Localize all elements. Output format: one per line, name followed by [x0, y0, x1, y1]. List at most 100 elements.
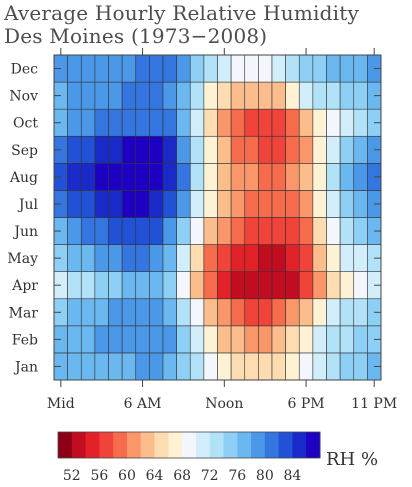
heatmap-cell [339, 271, 355, 300]
heatmap-cell [298, 190, 314, 218]
colorbar-swatch [71, 432, 87, 458]
heatmap-cell [80, 352, 96, 381]
heatmap-cell [271, 217, 286, 245]
colorbar-swatch [126, 432, 142, 458]
heatmap-cell [271, 81, 286, 110]
heatmap-cell [189, 244, 205, 272]
y-tick-label: Jun [12, 224, 38, 240]
heatmap-cell [285, 271, 300, 300]
heatmap-cell [217, 135, 232, 164]
heatmap-cell [203, 190, 218, 218]
heatmap-cell [108, 325, 123, 354]
heatmap-cell [312, 54, 327, 83]
heatmap-cell [230, 135, 246, 164]
chart-title: Average Hourly Relative Humidity [4, 1, 359, 25]
x-tick-label: 6 PM [288, 396, 325, 412]
heatmap-cell [162, 271, 177, 300]
heatmap-cell [244, 163, 259, 191]
heatmap-cell [312, 325, 327, 354]
heatmap-cell [230, 81, 246, 110]
heatmap-cell [298, 271, 314, 300]
heatmap-cell [339, 135, 355, 164]
heatmap-cell [326, 190, 341, 218]
heatmap-cell [353, 108, 368, 137]
heatmap-cell [108, 244, 123, 272]
heatmap-cell [149, 271, 164, 300]
colorbar-tick-label: 64 [146, 468, 164, 484]
heatmap-cell [203, 271, 218, 300]
heatmap-cell [94, 135, 109, 164]
heatmap-cell [67, 190, 82, 218]
heatmap-cell [217, 54, 232, 83]
heatmap-cell [271, 108, 286, 137]
heatmap-cell [217, 108, 232, 137]
heatmap-cell [108, 352, 123, 381]
y-tick-label: Dec [11, 62, 39, 78]
colorbar-tick-label: 76 [228, 468, 246, 484]
heatmap-cell [339, 190, 355, 218]
heatmap-cell [298, 81, 314, 110]
heatmap-cell [189, 271, 205, 300]
heatmap-cell [67, 352, 82, 381]
heatmap-cell [176, 163, 191, 191]
heatmap-cell [94, 163, 109, 191]
heatmap-cell [149, 190, 164, 218]
heatmap-cell [326, 244, 341, 272]
colorbar-swatch [58, 432, 73, 458]
heatmap-cell [203, 108, 218, 137]
heatmap-cell [217, 81, 232, 110]
heatmap-cells [53, 54, 382, 381]
heatmap-cell [244, 54, 259, 83]
heatmap-cell [312, 271, 327, 300]
heatmap-cell [258, 298, 273, 327]
y-axis: Jan Feb Mar Apr May Jun Jul Aug Sep Oct Nov Dec [7, 62, 381, 375]
heatmap-cell [176, 352, 191, 381]
heatmap-cell [353, 217, 368, 245]
heatmap-cell [94, 217, 109, 245]
heatmap-cell [80, 163, 96, 191]
heatmap-cell [339, 217, 355, 245]
heatmap-cell [94, 352, 109, 381]
heatmap-cell [271, 271, 286, 300]
heatmap-cell [203, 298, 218, 327]
heatmap-cell [108, 217, 123, 245]
colorbar-swatch [85, 432, 100, 458]
heatmap-cell [108, 81, 123, 110]
heatmap-cell [176, 135, 191, 164]
heatmap-cell [189, 135, 205, 164]
heatmap-cell [258, 54, 273, 83]
x-tick-label: 6 AM [124, 396, 162, 412]
heatmap-cell [135, 271, 150, 300]
heatmap-cell [135, 54, 150, 83]
heatmap-cell [135, 108, 150, 137]
colorbar-swatch [237, 432, 252, 458]
heatmap-cell [298, 163, 314, 191]
heatmap-cell [285, 163, 300, 191]
heatmap-cell [121, 108, 137, 137]
heatmap-cell [149, 108, 164, 137]
colorbar-tick-label: 80 [256, 468, 274, 484]
heatmap-cell [285, 81, 300, 110]
heatmap-cell [298, 352, 314, 381]
heatmap-cell [244, 190, 259, 218]
heatmap-cell [244, 271, 259, 300]
heatmap-cell [258, 271, 273, 300]
heatmap-cell [80, 108, 96, 137]
colorbar-tick-label: 72 [201, 468, 219, 484]
y-tick-label: Apr [11, 278, 38, 294]
heatmap-cell [121, 298, 137, 327]
heatmap-cell [271, 298, 286, 327]
heatmap-cell [94, 81, 109, 110]
colorbar-tick-label: 84 [284, 468, 302, 484]
heatmap-cell [339, 163, 355, 191]
heatmap-cell [230, 352, 246, 381]
heatmap-cell [108, 298, 123, 327]
heatmap-cell [94, 325, 109, 354]
heatmap-cell [217, 217, 232, 245]
heatmap-cell [326, 298, 341, 327]
heatmap-cell [176, 108, 191, 137]
heatmap-cell [271, 190, 286, 218]
y-tick-label: May [7, 251, 38, 267]
heatmap-cell [326, 325, 341, 354]
heatmap-cell [326, 108, 341, 137]
